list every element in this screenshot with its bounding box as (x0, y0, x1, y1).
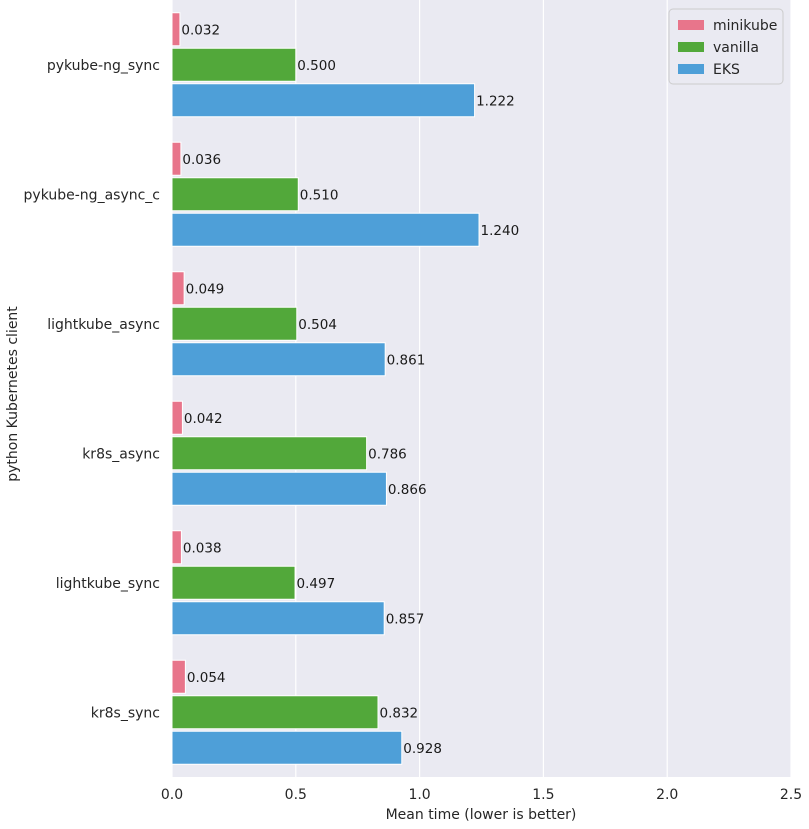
legend-label: vanilla (713, 40, 759, 56)
bar-value-label: 1.240 (481, 223, 520, 239)
legend-swatch-vanilla (678, 42, 704, 52)
bar-value-label: 0.500 (297, 58, 336, 74)
bar-value-label: 0.049 (186, 281, 225, 297)
bar-eks (171, 730, 403, 765)
bar-value-label: 0.928 (403, 741, 442, 757)
bars (171, 12, 480, 765)
bar-value-label: 0.866 (388, 482, 427, 498)
bar-minikube (171, 141, 182, 176)
gridlines (171, 0, 792, 777)
x-tick-label: 2.0 (656, 787, 678, 803)
bar-eks (171, 601, 385, 636)
plot-background (172, 0, 791, 777)
bar-value-label: 0.504 (298, 317, 337, 333)
legend: minikube vanilla EKS (668, 8, 784, 85)
bar-minikube (171, 271, 185, 306)
bar-value-label: 1.222 (476, 93, 515, 109)
bar-minikube (171, 530, 182, 565)
bar-value-label: 0.510 (300, 187, 339, 203)
x-tick-labels: 0.0 0.5 1.0 1.5 2.0 2.5 (161, 787, 802, 803)
bar-vanilla (171, 306, 298, 341)
x-tick-label: 0.5 (285, 787, 307, 803)
bar-value-label: 0.036 (182, 152, 221, 168)
bar-eks (171, 83, 476, 118)
x-tick-label: 1.5 (532, 787, 554, 803)
bar-minikube (171, 400, 183, 435)
legend-label: EKS (713, 62, 740, 78)
y-tick-label: pykube-ng_sync (47, 58, 160, 74)
y-axis-label: python Kubernetes client (5, 306, 21, 482)
bar-value-label: 0.832 (380, 705, 419, 721)
bar-value-label: 0.857 (386, 611, 425, 627)
bar-eks (171, 212, 480, 247)
bar-vanilla (171, 565, 296, 600)
bar-vanilla (171, 436, 368, 471)
bar-minikube (171, 12, 181, 47)
bar-value-label: 0.038 (183, 540, 222, 556)
y-tick-labels: pykube-ng_sync pykube-ng_async_c lightkube… (24, 58, 160, 722)
bar-value-label: 0.042 (184, 411, 223, 427)
bar-value-label: 0.497 (297, 576, 336, 592)
bar-value-label: 0.786 (368, 446, 407, 462)
bar-value-label: 0.861 (387, 352, 426, 368)
bar-minikube (171, 659, 186, 694)
legend-swatch-minikube (678, 20, 704, 30)
x-tick-label: 1.0 (408, 787, 430, 803)
bar-value-label: 0.032 (181, 22, 220, 38)
y-tick-label: lightkube_async (47, 317, 160, 333)
legend-label: minikube (713, 18, 777, 34)
bar-vanilla (171, 47, 297, 82)
legend-swatch-eks (678, 64, 704, 74)
bar-eks (171, 342, 386, 377)
x-tick-label: 2.5 (780, 787, 802, 803)
bar-vanilla (171, 695, 379, 730)
y-tick-label: kr8s_sync (91, 705, 160, 721)
x-axis-label: Mean time (lower is better) (386, 807, 577, 823)
y-tick-label: lightkube_sync (56, 576, 160, 592)
data-labels: 0.032 0.500 1.222 0.036 0.510 1.240 0.049 0.504… (181, 22, 519, 757)
bar-value-label: 0.054 (187, 670, 226, 686)
y-tick-label: pykube-ng_async_c (24, 187, 160, 203)
x-tick-label: 0.0 (161, 787, 183, 803)
y-tick-label: kr8s_async (82, 446, 160, 462)
bar-eks (171, 471, 387, 506)
bar-vanilla (171, 177, 299, 212)
